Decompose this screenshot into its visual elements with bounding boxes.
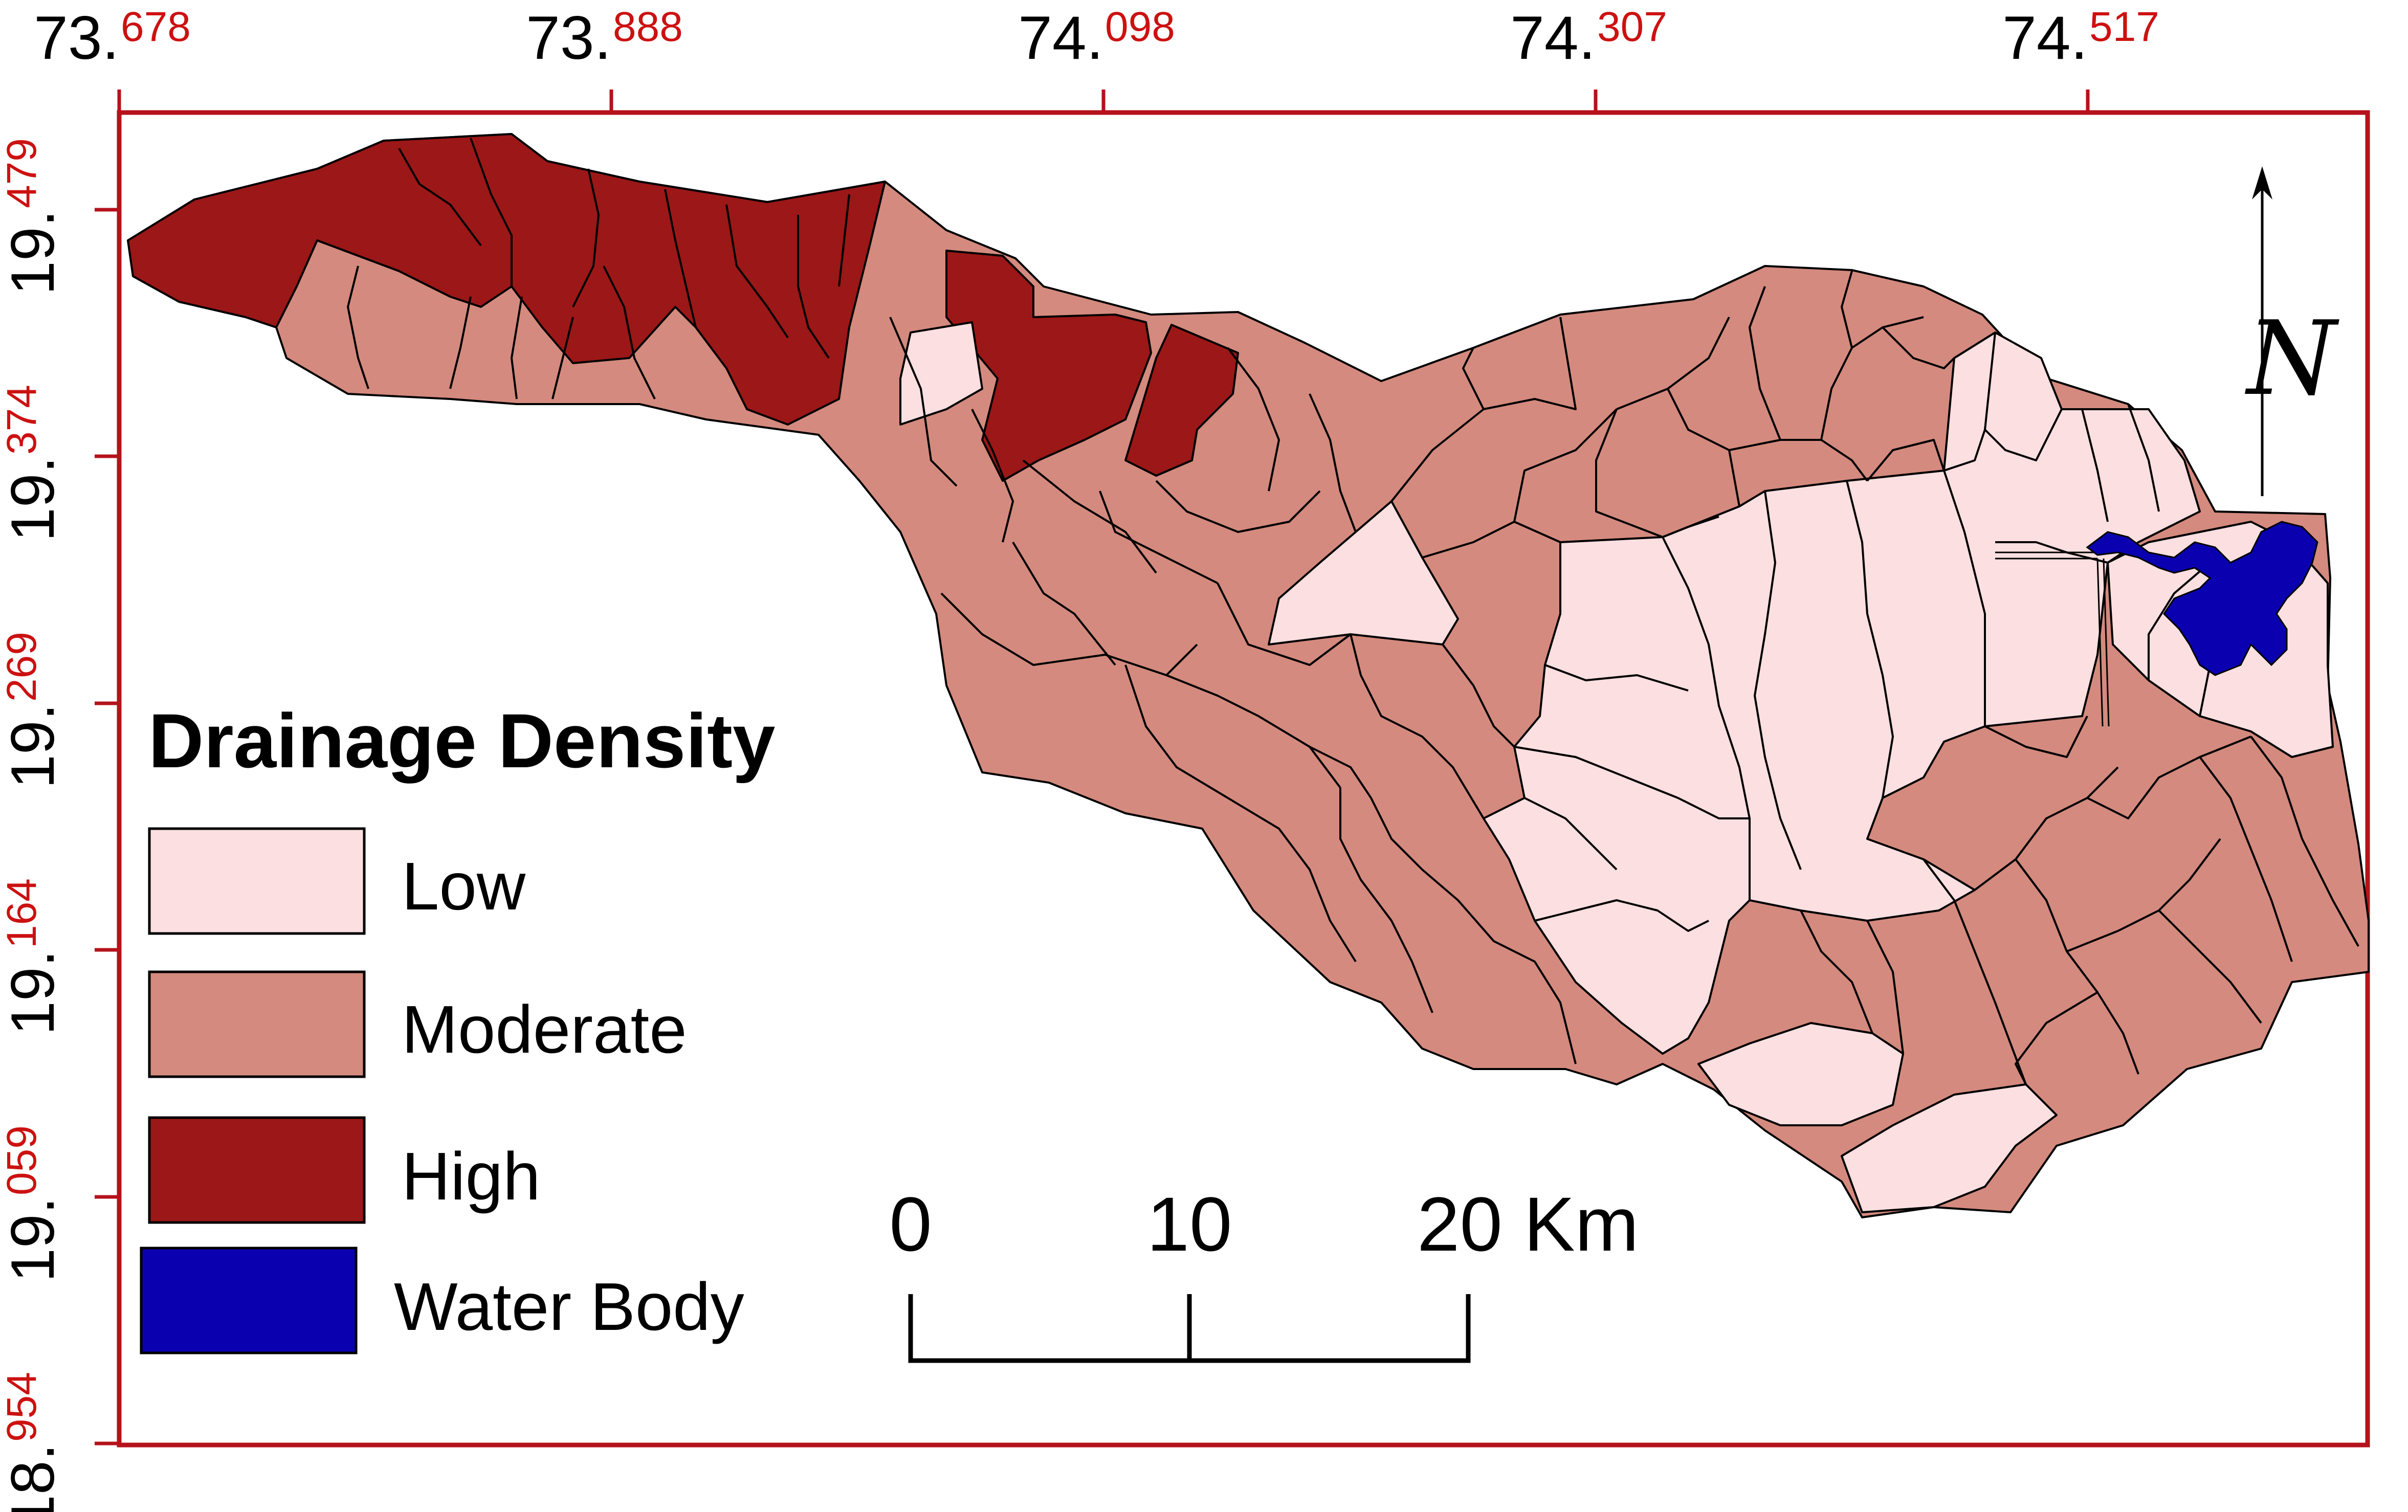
lat-tick-label: 19.	[0, 210, 67, 295]
lat-tick-fraction: 059	[0, 1125, 45, 1195]
subwatershed-moderate	[127, 133, 2370, 1218]
lat-tick-label: 19.	[0, 1197, 67, 1282]
lat-tick-label: 19.	[0, 456, 67, 542]
subwatershed-high	[1124, 324, 1239, 477]
longitude-axis	[117, 90, 2090, 113]
scale-bar: 0 10 20 Km	[889, 1181, 1639, 1363]
legend-title: Drainage Density	[148, 698, 775, 784]
subwatershed-boundaries	[317, 138, 2359, 1085]
legend-label-high: High	[402, 1139, 540, 1214]
lon-tick-label: 74.	[1018, 4, 1103, 72]
subwatershed-low	[899, 321, 983, 426]
legend-label-low: Low	[402, 849, 526, 924]
subwatershed-high	[127, 133, 886, 426]
legend-label-water: Water Body	[394, 1269, 744, 1344]
scale-bar-line	[908, 1294, 1471, 1363]
subwatershed-low	[1268, 500, 1459, 646]
lon-tick-label: 74.	[1510, 4, 1596, 72]
legend-swatch-high	[148, 1116, 366, 1224]
subwatershed-high	[945, 250, 1152, 482]
scale-label-10: 10	[1147, 1181, 1232, 1267]
legend-swatch-low	[148, 827, 366, 935]
lon-tick-fraction: 307	[1597, 4, 1667, 50]
lon-tick-label: 73.	[526, 4, 611, 72]
lon-tick-fraction: 098	[1105, 4, 1175, 50]
lat-tick-fraction: 164	[0, 878, 45, 948]
north-arrow-letter: N	[2245, 299, 2339, 418]
lon-tick-label: 74.	[2002, 4, 2088, 72]
legend-label-moderate: Moderate	[402, 992, 687, 1067]
subwatershed-boundaries	[2096, 558, 2110, 727]
north-arrow: N	[2245, 166, 2339, 496]
lat-tick-label: 19.	[0, 703, 67, 789]
lat-tick-fraction: 954	[0, 1372, 45, 1442]
watershed	[127, 133, 2370, 1218]
lat-tick-fraction: 269	[0, 632, 45, 702]
subwatershed-low	[1841, 1083, 2058, 1213]
lat-tick-label: 19.	[0, 950, 67, 1035]
legend-swatch-water	[140, 1247, 358, 1354]
legend: Drainage Density Low Moderate High Water…	[140, 698, 775, 1354]
lat-tick-fraction: 374	[0, 385, 45, 455]
water-body	[2086, 521, 2318, 676]
legend-swatch-moderate	[148, 970, 366, 1078]
lat-tick-label: 18.	[0, 1443, 67, 1512]
latitude-axis	[95, 208, 119, 1446]
scale-label-20: 20 Km	[1417, 1181, 1639, 1267]
lon-tick-fraction: 517	[2089, 4, 2159, 50]
lon-tick-fraction: 888	[613, 4, 683, 50]
lon-tick-label: 73.	[34, 4, 119, 72]
lat-tick-fraction: 479	[0, 138, 45, 208]
scale-label-0: 0	[889, 1181, 932, 1267]
subwatershed-low	[1483, 331, 2201, 1055]
subwatershed-low	[1697, 1022, 1904, 1126]
lon-tick-fraction: 678	[121, 4, 191, 50]
